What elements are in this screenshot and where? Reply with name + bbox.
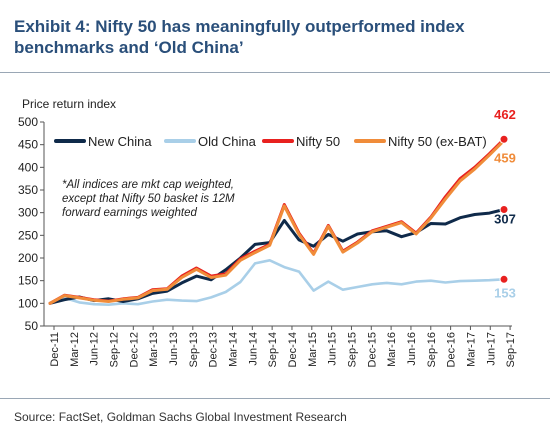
- y-tick-label: 150: [18, 274, 38, 288]
- x-tick-label: Mar-12: [69, 332, 81, 367]
- y-tick-label: 200: [18, 251, 38, 265]
- x-tick-label: Jun-12: [89, 332, 101, 366]
- x-tick-label: Jun-14: [247, 332, 259, 366]
- title-divider: [0, 72, 550, 73]
- x-tick-label: Mar-15: [307, 332, 319, 367]
- end-label-nifty-50-ex-bat: 459: [494, 151, 516, 166]
- x-tick-label: Jun-17: [485, 332, 497, 366]
- y-tick-label: 400: [18, 160, 38, 174]
- series-line-nifty-50: [48, 137, 506, 305]
- x-tick-label: Jun-16: [406, 332, 418, 366]
- x-tick-label: Dec-16: [446, 332, 458, 367]
- annotation-line: *All indices are mkt cap weighted,: [62, 179, 234, 191]
- legend-label-nifty-50: Nifty 50: [296, 134, 340, 149]
- source-note: Source: FactSet, Goldman Sachs Global In…: [14, 410, 347, 424]
- x-tick-label: Mar-16: [386, 332, 398, 367]
- x-tick-label: Mar-14: [227, 332, 239, 367]
- end-label-nifty-50: 462: [494, 107, 516, 122]
- x-tick-label: Dec-12: [128, 332, 140, 367]
- y-axis-label: Price return index: [22, 97, 116, 111]
- y-tick-label: 50: [25, 319, 39, 333]
- series-line-new-china: [48, 208, 506, 305]
- series-line-old-china: [48, 258, 506, 307]
- y-tick-label: 250: [18, 228, 38, 242]
- x-tick-label: Jun-13: [168, 332, 180, 366]
- source-divider: [0, 398, 550, 399]
- end-marker-new-china: [499, 204, 509, 214]
- x-tick-label: Sep-16: [426, 332, 438, 367]
- exhibit-title: Exhibit 4: Nifty 50 has meaningfully out…: [14, 16, 534, 58]
- legend-label-new-china: New China: [88, 134, 152, 149]
- title-line-1: Exhibit 4: Nifty 50 has meaningfully out…: [14, 17, 465, 36]
- y-tick-label: 500: [18, 115, 38, 129]
- x-tick-label: Dec-11: [49, 332, 61, 367]
- annotation-line: except that Nifty 50 basket is 12M: [62, 193, 235, 205]
- y-tick-label: 350: [18, 183, 38, 197]
- title-line-2: benchmarks and ‘Old China’: [14, 38, 244, 57]
- x-tick-label: Jun-15: [327, 332, 339, 366]
- x-tick-label: Sep-15: [346, 332, 358, 367]
- x-tick-label: Dec-15: [366, 332, 378, 367]
- price-return-chart: Price return index 50 100 150 200 250 300 350 40…: [18, 97, 517, 367]
- x-tick-label: Sep-12: [108, 332, 120, 367]
- x-tick-label: Sep-14: [267, 332, 279, 367]
- series-line-nifty-50-ex-bat: [48, 139, 506, 305]
- end-marker-nifty-50: [499, 134, 509, 144]
- y-tick-label: 300: [18, 206, 38, 220]
- end-marker-old-china: [499, 274, 509, 284]
- y-tick-label: 100: [18, 296, 38, 310]
- annotation-line: forward earnings weighted: [62, 207, 197, 219]
- legend-label-old-china: Old China: [198, 134, 257, 149]
- end-label-new-china: 307: [494, 211, 516, 226]
- x-tick-label: Mar-17: [465, 332, 477, 367]
- x-tick-label: Sep-17: [505, 332, 517, 367]
- x-tick-label: Dec-14: [287, 332, 299, 367]
- y-tick-label: 450: [18, 138, 38, 152]
- x-tick-label: Mar-13: [148, 332, 160, 367]
- end-label-old-china: 153: [494, 285, 516, 300]
- x-tick-label: Dec-13: [208, 332, 220, 367]
- x-tick-label: Sep-13: [188, 332, 200, 367]
- legend-label-nifty-50-ex-bat: Nifty 50 (ex-BAT): [388, 134, 487, 149]
